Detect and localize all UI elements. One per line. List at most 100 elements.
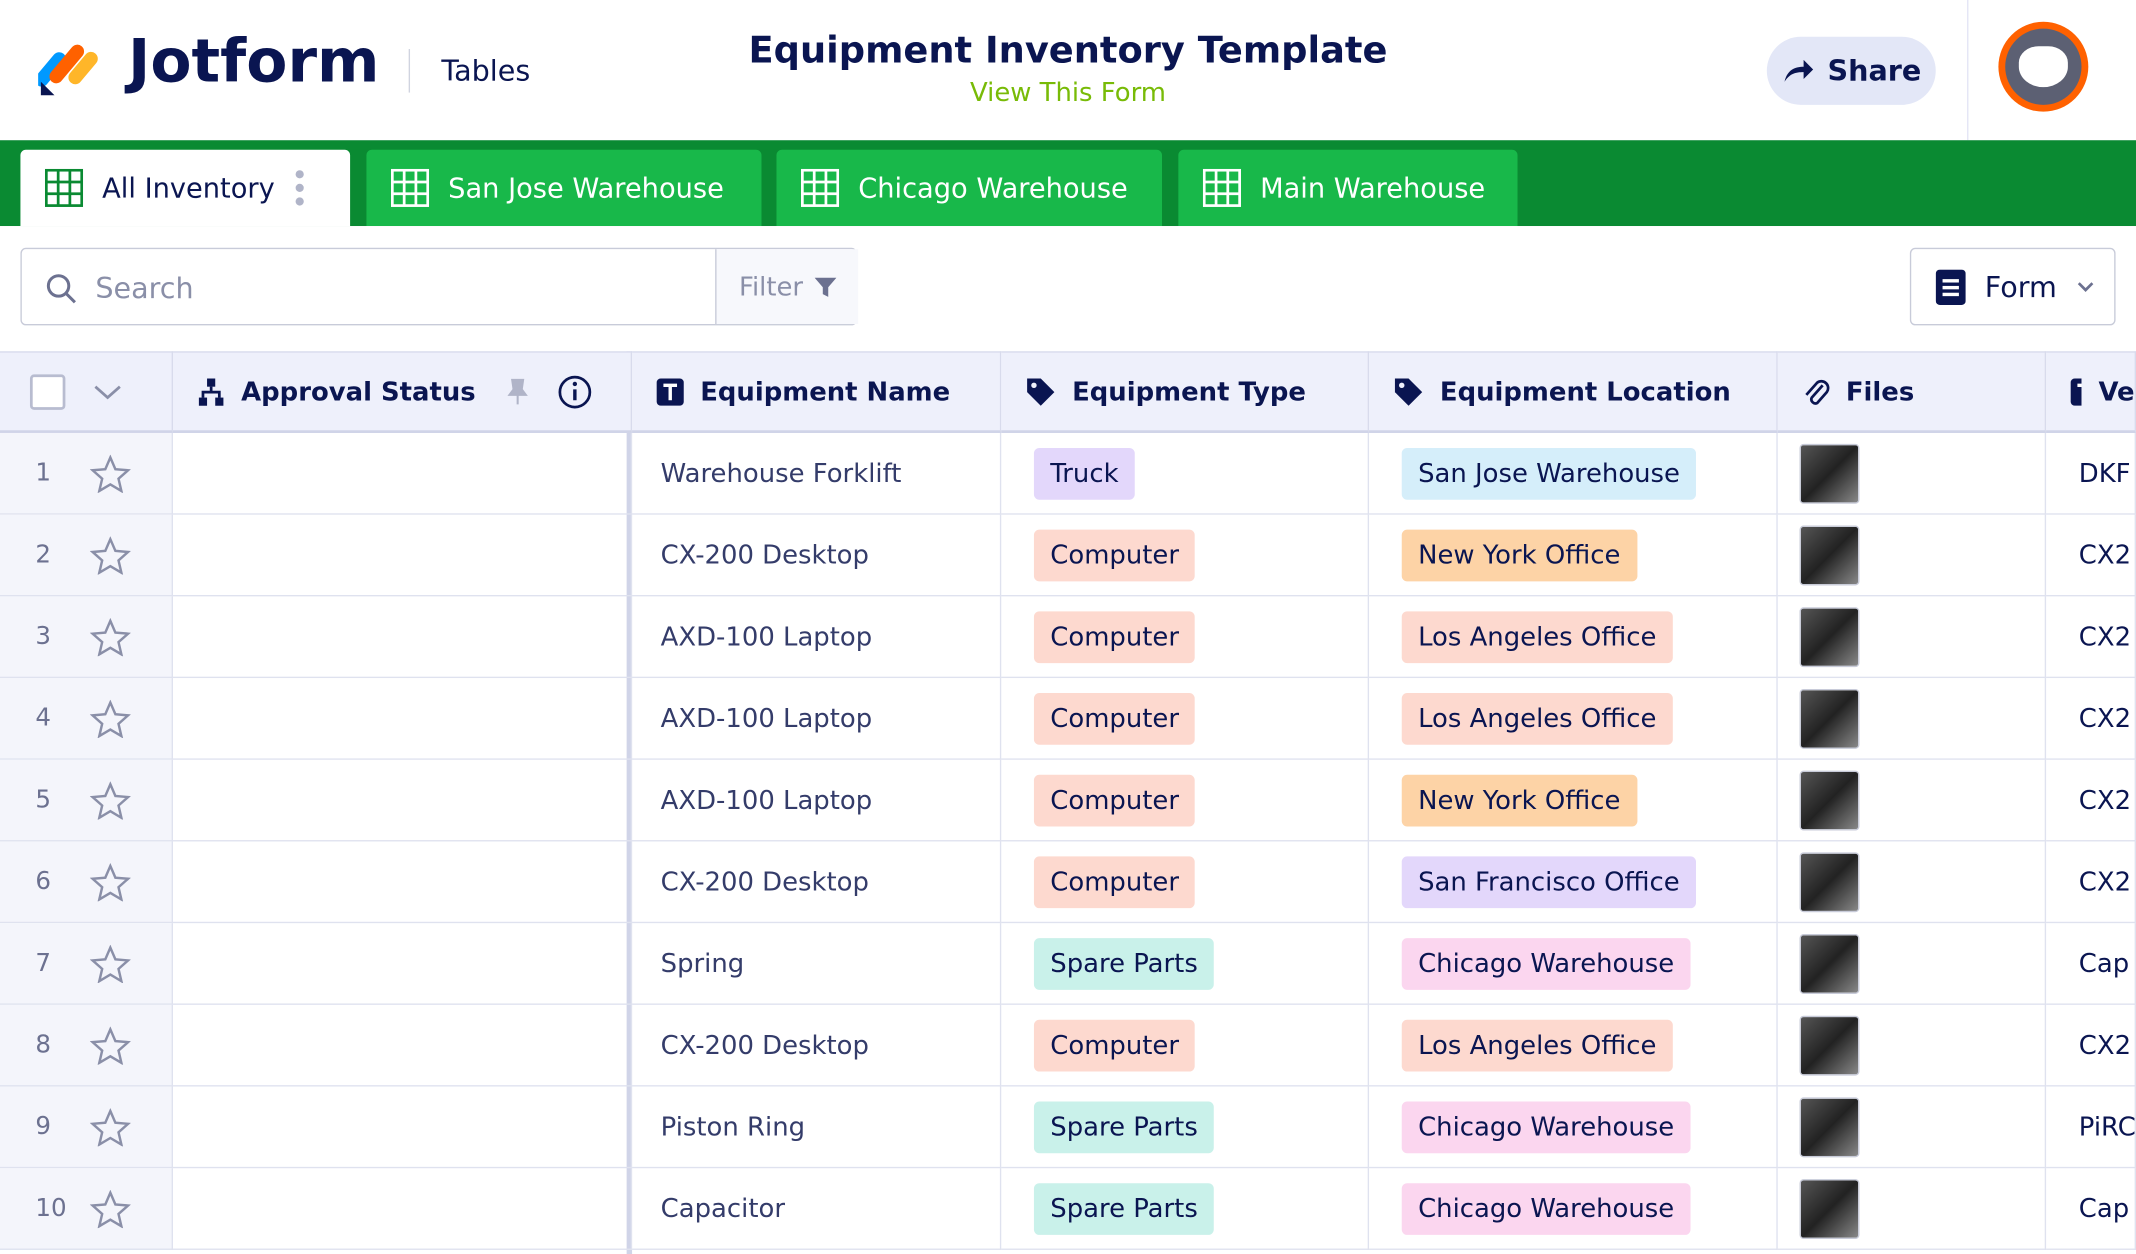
star[interactable] <box>89 1107 131 1146</box>
file-thumbnail[interactable] <box>1799 524 1860 585</box>
name-cell[interactable]: Capacitor <box>632 1168 1002 1250</box>
file-thumbnail[interactable] <box>1799 1178 1860 1239</box>
approval-cell[interactable] <box>173 923 633 1005</box>
file-thumbnail[interactable] <box>1799 1015 1860 1075</box>
type-cell[interactable]: Computer <box>1001 841 1370 924</box>
type-cell[interactable]: Spare Parts <box>1001 1086 1370 1169</box>
file-thumbnail[interactable] <box>1799 688 1860 749</box>
star[interactable] <box>89 617 131 656</box>
approval-cell[interactable] <box>173 759 633 842</box>
type-cell[interactable]: Computer <box>1001 596 1370 679</box>
approval-cell[interactable] <box>173 514 633 597</box>
extra-cell[interactable]: CX2 <box>2046 1004 2136 1087</box>
name-cell[interactable]: Piston Ring <box>632 1086 1002 1169</box>
tab[interactable]: Main Warehouse <box>1178 149 1518 227</box>
file-thumbnail[interactable] <box>1799 851 1860 912</box>
location-cell[interactable]: San Francisco Office <box>1369 841 1778 924</box>
approval-cell[interactable] <box>173 1004 633 1087</box>
column-header[interactable]: Equipment Type <box>1001 351 1370 433</box>
view-form-link[interactable]: View This Form <box>970 77 1166 108</box>
location-cell[interactable]: San Jose Warehouse <box>1369 432 1778 515</box>
avatar[interactable] <box>1998 21 2089 112</box>
location-cell[interactable]: New York Office <box>1369 759 1778 842</box>
files-cell[interactable] <box>1777 514 2047 597</box>
type-cell[interactable]: Spare Parts <box>1001 923 1370 1005</box>
approval-cell[interactable] <box>173 1168 633 1250</box>
extra-cell[interactable]: DKF <box>2046 432 2136 515</box>
extra-cell[interactable]: CX2 <box>2046 841 2136 924</box>
file-thumbnail[interactable] <box>1799 443 1860 504</box>
location-cell[interactable]: Chicago Warehouse <box>1369 1168 1778 1250</box>
star[interactable] <box>89 699 131 738</box>
form-button[interactable]: Form <box>1909 247 2116 326</box>
equipment-name: CX-200 Desktop <box>660 866 869 897</box>
extra-cell[interactable]: CX2 <box>2046 678 2136 760</box>
files-cell[interactable] <box>1777 841 2047 924</box>
location-cell[interactable]: Los Angeles Office <box>1369 596 1778 679</box>
column-header[interactable]: Approval Status <box>173 351 633 433</box>
location-cell[interactable]: New York Office <box>1369 514 1778 597</box>
extra-cell[interactable]: CX2 <box>2046 759 2136 842</box>
star[interactable] <box>89 944 131 983</box>
name-cell[interactable]: AXD-100 Laptop <box>632 596 1002 679</box>
files-cell[interactable] <box>1777 596 2047 679</box>
file-thumbnail[interactable] <box>1799 1096 1860 1157</box>
extra-cell[interactable]: Cap <box>2046 1168 2136 1250</box>
approval-cell[interactable] <box>173 432 633 515</box>
approval-cell[interactable] <box>173 596 633 679</box>
location-cell[interactable]: Los Angeles Office <box>1369 1004 1778 1087</box>
column-header[interactable]: Equipment Name <box>632 351 1002 433</box>
name-cell[interactable]: CX-200 Desktop <box>632 514 1002 597</box>
extra-value: CX2 <box>2078 784 2132 815</box>
column-header[interactable]: Equipment Location <box>1369 351 1778 433</box>
files-cell[interactable] <box>1777 432 2047 515</box>
extra-cell[interactable]: Cap <box>2046 923 2136 1005</box>
name-cell[interactable]: AXD-100 Laptop <box>632 678 1002 760</box>
star[interactable] <box>89 454 131 493</box>
extra-cell[interactable]: CX2 <box>2046 596 2136 679</box>
name-cell[interactable]: CX-200 Desktop <box>632 1004 1002 1087</box>
share-button[interactable]: Share <box>1766 36 1936 105</box>
row-number: 10 <box>35 1194 67 1223</box>
files-cell[interactable] <box>1777 923 2047 1005</box>
file-thumbnail[interactable] <box>1799 606 1860 667</box>
files-cell[interactable] <box>1777 759 2047 842</box>
search-box[interactable]: Search Filter <box>20 247 859 326</box>
star[interactable] <box>89 780 131 819</box>
filter-button[interactable]: Filter <box>715 249 859 325</box>
files-cell[interactable] <box>1777 1004 2047 1087</box>
name-cell[interactable]: Warehouse Forklift <box>632 432 1002 515</box>
star[interactable] <box>89 862 131 901</box>
tab[interactable]: San Jose Warehouse <box>366 149 762 227</box>
tab[interactable]: All Inventory <box>20 149 351 227</box>
approval-cell[interactable] <box>173 1086 633 1169</box>
column-header[interactable]: Ve <box>2046 351 2136 433</box>
name-cell[interactable]: CX-200 Desktop <box>632 841 1002 924</box>
type-cell[interactable]: Spare Parts <box>1001 1168 1370 1250</box>
location-cell[interactable]: Los Angeles Office <box>1369 678 1778 760</box>
type-cell[interactable]: Computer <box>1001 759 1370 842</box>
tab[interactable]: Chicago Warehouse <box>776 149 1162 227</box>
extra-cell[interactable]: CX2 <box>2046 514 2136 597</box>
name-cell[interactable]: Spring <box>632 923 1002 1005</box>
approval-cell[interactable] <box>173 841 633 924</box>
location-cell[interactable]: Chicago Warehouse <box>1369 923 1778 1005</box>
extra-cell[interactable]: PiRC <box>2046 1086 2136 1169</box>
type-cell[interactable]: Computer <box>1001 678 1370 760</box>
location-cell[interactable]: Chicago Warehouse <box>1369 1086 1778 1169</box>
star[interactable] <box>89 1189 131 1228</box>
row-number: 4 <box>35 703 52 733</box>
file-thumbnail[interactable] <box>1799 933 1860 994</box>
type-cell[interactable]: Computer <box>1001 1004 1370 1087</box>
files-cell[interactable] <box>1777 678 2047 760</box>
name-cell[interactable]: AXD-100 Laptop <box>632 759 1002 842</box>
file-thumbnail[interactable] <box>1799 769 1860 830</box>
files-cell[interactable] <box>1777 1168 2047 1250</box>
star[interactable] <box>89 535 131 574</box>
approval-cell[interactable] <box>173 678 633 760</box>
type-cell[interactable]: Truck <box>1001 432 1370 515</box>
files-cell[interactable] <box>1777 1086 2047 1169</box>
column-header[interactable]: Files <box>1777 351 2047 433</box>
type-cell[interactable]: Computer <box>1001 514 1370 597</box>
star[interactable] <box>89 1025 131 1065</box>
